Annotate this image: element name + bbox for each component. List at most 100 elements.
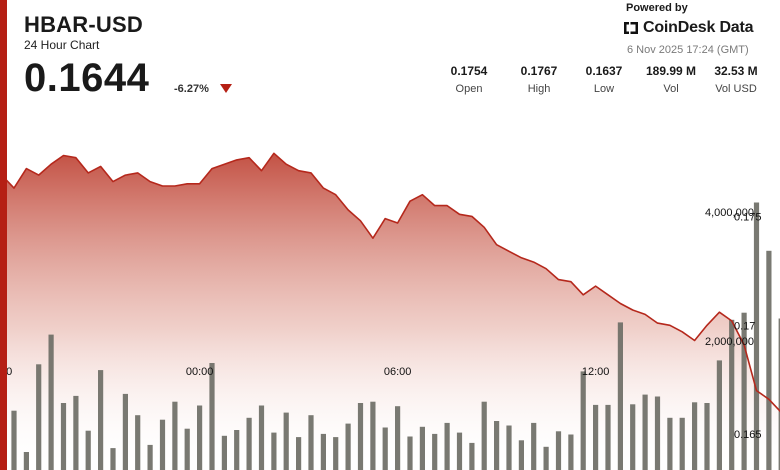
stat-vol-usd-label: Vol USD [715, 83, 757, 95]
volume-bar [98, 370, 104, 470]
volume-bar [543, 446, 549, 470]
volume-bar [494, 421, 500, 470]
volume-bar [617, 322, 623, 470]
volume-bar [159, 419, 166, 470]
volume-bar [692, 402, 698, 470]
volume-bar [593, 404, 599, 470]
volume-bar [147, 444, 153, 470]
stat-vol-value: 189.99 M [645, 64, 697, 78]
stat-open-value: 0.1754 [450, 64, 488, 78]
volume-bar [308, 415, 314, 470]
coindesk-bracket-icon [624, 22, 638, 34]
coindesk-logo[interactable]: CoinDesk Data [623, 19, 754, 37]
volume-bar [184, 428, 190, 470]
volume-bar [506, 425, 512, 470]
volume-bar [197, 405, 203, 470]
price-area-fill [1, 153, 780, 470]
volume-bar [357, 403, 364, 470]
volume-bar [729, 319, 735, 470]
price-line [1, 152, 780, 413]
volume-bar [283, 412, 289, 470]
volume-bar [531, 422, 537, 470]
volume-bar [716, 360, 722, 470]
stat-high-label: High [527, 83, 551, 95]
volume-bar [605, 404, 611, 470]
volume-bar [48, 334, 54, 470]
time-tick-label: 12:00 [582, 366, 610, 378]
brand-name: CoinDesk Data [643, 19, 754, 36]
down-arrow-icon [220, 84, 232, 93]
volume-bar [172, 401, 178, 470]
volume-bar [555, 431, 562, 470]
volume-bar [481, 401, 487, 470]
stat-vol-label: Vol [663, 83, 679, 95]
price-tick-label: 0.175 [734, 211, 762, 223]
stat-low-value: 0.1637 [585, 64, 623, 78]
price-tick-label: 0.17 [734, 320, 755, 332]
volume-bar [407, 436, 413, 470]
chart-subtitle: 24 Hour Chart [24, 38, 100, 52]
volume-bar [395, 406, 401, 470]
volume-bar [382, 427, 388, 470]
volume-bar [753, 202, 760, 470]
volume-bar [630, 404, 636, 470]
volume-bar [444, 422, 450, 470]
stat-low: 0.1637 Low [569, 64, 639, 95]
volume-bar [679, 417, 685, 470]
volume-bar [36, 364, 42, 470]
volume-bar [667, 417, 673, 470]
stat-open: 0.1754 Open [434, 64, 504, 95]
powered-by-label: Powered by [626, 2, 688, 14]
stat-high: 0.1767 High [504, 64, 574, 95]
volume-bar [135, 415, 141, 470]
axis-ticks: 0.1750.170.1654,000,0002,000,0008:0000:0… [0, 207, 762, 441]
volume-bar [60, 403, 67, 470]
volume-bar [432, 433, 438, 470]
volume-bar [370, 401, 376, 470]
stat-vol: 189.99 M Vol [636, 64, 706, 95]
volume-bar [209, 363, 215, 470]
stat-low-label: Low [593, 83, 615, 95]
accent-sidebar [0, 0, 7, 470]
volume-bar [258, 405, 265, 470]
volume-bar [246, 417, 252, 470]
volume-bar [766, 250, 772, 470]
price-change: -6.27% [174, 83, 209, 95]
volume-bar [778, 318, 780, 470]
volume-bar [296, 437, 302, 470]
volume-bar [580, 371, 586, 470]
volume-tick-label: 4,000,000 [705, 207, 754, 219]
volume-bar [73, 395, 79, 470]
volume-bar [23, 452, 29, 470]
volume-bar [333, 437, 339, 470]
volume-bar [122, 393, 128, 470]
stat-vol-usd: 32.53 M Vol USD [701, 64, 771, 95]
volume-bar [704, 403, 710, 470]
volume-bar [320, 433, 326, 470]
volume-bar [11, 410, 17, 470]
price-line-path [1, 152, 780, 413]
volume-bar [568, 434, 574, 470]
volume-tick-label: 2,000,000 [705, 336, 754, 348]
time-tick-label: 00:00 [186, 366, 214, 378]
volume-bar [654, 396, 661, 470]
volume-bar [642, 394, 648, 470]
volume-bar [234, 430, 240, 470]
volume-bar [456, 432, 463, 470]
volume-bars [0, 202, 780, 470]
current-price: 0.1644 [24, 56, 150, 100]
stat-open-label: Open [455, 83, 483, 95]
volume-bar [85, 430, 91, 470]
volume-bar [518, 440, 524, 470]
volume-bar [110, 448, 116, 470]
stat-vol-usd-value: 32.53 M [714, 64, 758, 78]
chart-timestamp: 6 Nov 2025 17:24 (GMT) [627, 44, 749, 56]
price-tick-label: 0.165 [734, 429, 762, 441]
volume-bar [469, 442, 475, 470]
volume-bar [345, 423, 351, 470]
volume-bar [271, 432, 277, 470]
stat-high-value: 0.1767 [520, 64, 558, 78]
volume-bar [221, 435, 227, 470]
time-tick-label: 06:00 [384, 366, 412, 378]
